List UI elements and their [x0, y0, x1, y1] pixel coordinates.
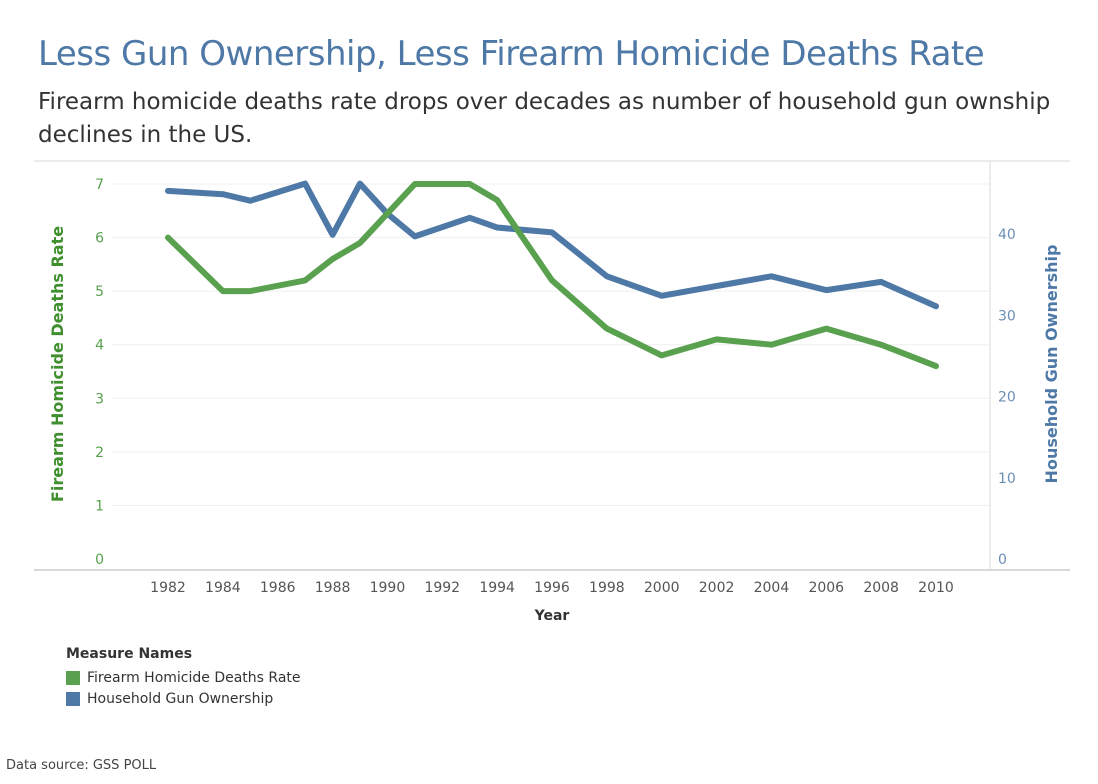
right-tick-label: 10	[998, 471, 1016, 487]
legend-swatch-blue	[66, 691, 80, 706]
x-tick-label: 1982	[150, 580, 186, 596]
series-lines	[165, 180, 939, 370]
legend-title: Measure Names	[66, 646, 193, 662]
chart-subtitle: Firearm homicide deaths rate drops over …	[38, 89, 1051, 148]
x-tick-label: 1988	[315, 580, 351, 596]
x-tick-label: 1990	[370, 580, 406, 596]
right-axis-label: Household Gun Ownership	[1042, 245, 1061, 484]
x-tick-label: 1986	[260, 580, 296, 596]
left-tick-label: 1	[95, 498, 104, 514]
right-tick-label: 30	[998, 308, 1016, 324]
legend-item-ownership[interactable]: Household Gun Ownership	[66, 688, 301, 709]
left-tick-label: 3	[95, 391, 104, 407]
data-source: Data source: GSS POLL	[6, 758, 157, 773]
x-tick-label: 1984	[205, 580, 241, 596]
right-tick-label: 40	[998, 227, 1016, 243]
x-tick-label: 2006	[808, 580, 844, 596]
x-tick-label: 2010	[918, 580, 954, 596]
x-axis-ticks: 1982 1984 1986 1988 1990 1992 1994 1996 1998 2000…	[150, 580, 954, 596]
right-tick-label: 0	[998, 552, 1007, 568]
right-tick-label: 20	[998, 390, 1016, 406]
legend: Measure Names Firearm Homicide Deaths Ra…	[66, 646, 301, 709]
right-axis-ticks: 0 10 20 30 40	[998, 227, 1016, 568]
legend-label: Household Gun Ownership	[87, 690, 274, 707]
series-line-gun-ownership[interactable]	[165, 180, 939, 310]
x-axis-label: Year	[534, 608, 570, 624]
left-tick-label: 7	[95, 177, 104, 193]
x-tick-label: 1994	[479, 580, 515, 596]
left-axis-label: Firearm Homicide Deaths Rate	[48, 226, 67, 502]
x-tick-label: 1996	[534, 580, 570, 596]
legend-swatch-green	[66, 670, 80, 685]
x-tick-label: 2002	[699, 580, 735, 596]
x-tick-label: 2000	[644, 580, 680, 596]
left-tick-label: 5	[95, 284, 104, 300]
left-tick-label: 2	[95, 445, 104, 461]
x-tick-label: 2008	[863, 580, 899, 596]
x-tick-label: 1992	[424, 580, 460, 596]
left-tick-label: 6	[95, 231, 104, 247]
chart-title: Less Gun Ownership, Less Firearm Homicid…	[38, 34, 985, 74]
x-tick-label: 1998	[589, 580, 625, 596]
x-tick-label: 2004	[754, 580, 790, 596]
left-axis-ticks: 0 1 2 3 4 5 6 7	[95, 177, 104, 568]
legend-item-firearm[interactable]: Firearm Homicide Deaths Rate	[66, 667, 301, 688]
series-line-firearm-deaths[interactable]	[165, 181, 939, 370]
left-tick-label: 0	[95, 552, 104, 568]
legend-label: Firearm Homicide Deaths Rate	[87, 669, 301, 686]
left-tick-label: 4	[95, 338, 104, 354]
